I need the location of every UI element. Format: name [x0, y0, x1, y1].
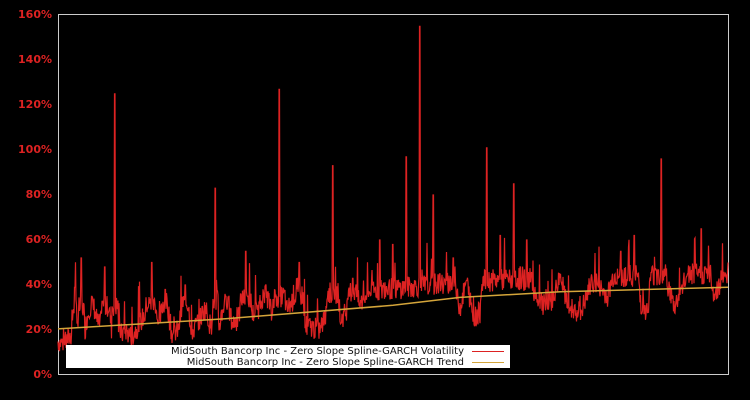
legend-label: MidSouth Bancorp Inc - Zero Slope Spline…: [186, 357, 464, 368]
legend-swatch-red: [472, 351, 504, 352]
y-tick-label: 0%: [33, 368, 52, 381]
y-tick-label: 120%: [18, 98, 52, 111]
y-tick-label: 40%: [25, 278, 52, 291]
trend-series: [57, 286, 729, 330]
y-tick-label: 160%: [18, 8, 52, 21]
y-tick-label: 20%: [25, 323, 52, 336]
y-tick-label: 80%: [25, 188, 52, 201]
legend: MidSouth Bancorp Inc - Zero Slope Spline…: [66, 345, 510, 368]
y-tick-label: 60%: [25, 233, 52, 246]
volatility-line: [57, 25, 729, 352]
y-tick-label: 140%: [18, 53, 52, 66]
legend-item-trend: MidSouth Bancorp Inc - Zero Slope Spline…: [187, 357, 504, 368]
volatility-series: [57, 25, 729, 352]
legend-label: MidSouth Bancorp Inc - Zero Slope Spline…: [170, 346, 464, 357]
y-tick-label: 100%: [18, 143, 52, 156]
legend-item-volatility: MidSouth Bancorp Inc - Zero Slope Spline…: [171, 346, 504, 357]
legend-swatch-gold: [472, 362, 504, 363]
